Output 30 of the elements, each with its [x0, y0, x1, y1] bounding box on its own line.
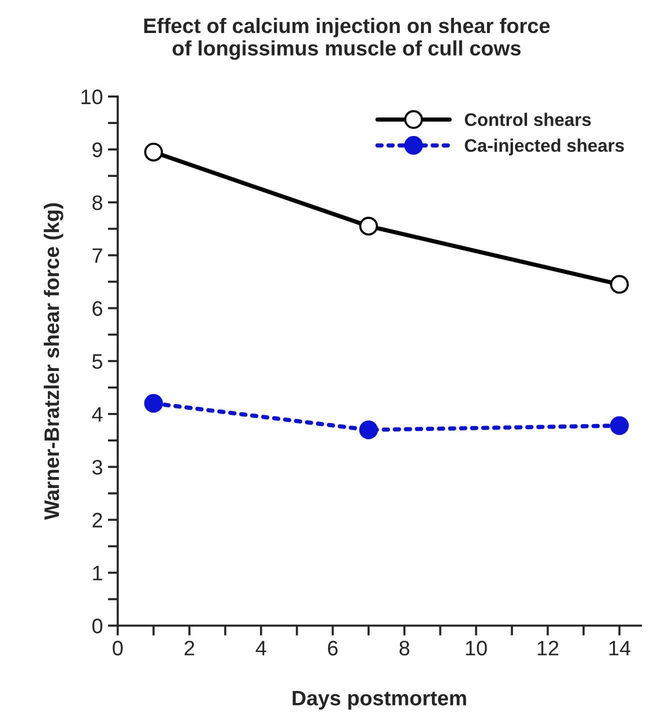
y-tick-label: 6	[92, 301, 102, 316]
legend-label: Control shears	[464, 112, 591, 126]
y-tick-label: 1	[93, 566, 102, 580]
point	[610, 274, 629, 294]
y-tick-label: 0	[92, 618, 102, 634]
x-tick-label: 8	[400, 640, 410, 656]
y-tick-label: 10	[82, 90, 102, 104]
y-tick-label: 5	[92, 354, 102, 369]
x-tick-label: 4	[256, 640, 266, 656]
x-tick-label: 2	[184, 640, 194, 656]
point	[610, 416, 629, 436]
y-tick-label: 8	[92, 195, 102, 210]
point	[359, 216, 378, 236]
point	[144, 142, 163, 162]
legend-label: Ca-injected shears	[464, 138, 624, 156]
y-tick-label: 2	[92, 512, 102, 528]
x-tick-label: 0	[112, 640, 123, 656]
point	[359, 420, 378, 440]
chart-title: Effect of calcium injection on shear force of longissimus muscle of cull cows	[144, 18, 550, 60]
x-tick-label: 14	[609, 640, 630, 656]
x-tick-label: 6	[328, 640, 338, 656]
point	[144, 394, 163, 413]
x-tick-label: 10	[466, 640, 487, 656]
y-axis-title: Warner-Bratzler shear force (kg)	[44, 203, 64, 520]
y-tick-label: 3	[92, 460, 102, 475]
x-axis-title: Days postmortem	[292, 690, 466, 710]
y-tick-label: 9	[92, 142, 102, 158]
x-tick-label: 12	[538, 640, 558, 656]
y-tick-label: 7	[92, 248, 102, 263]
y-tick-label: 4	[92, 407, 103, 422]
